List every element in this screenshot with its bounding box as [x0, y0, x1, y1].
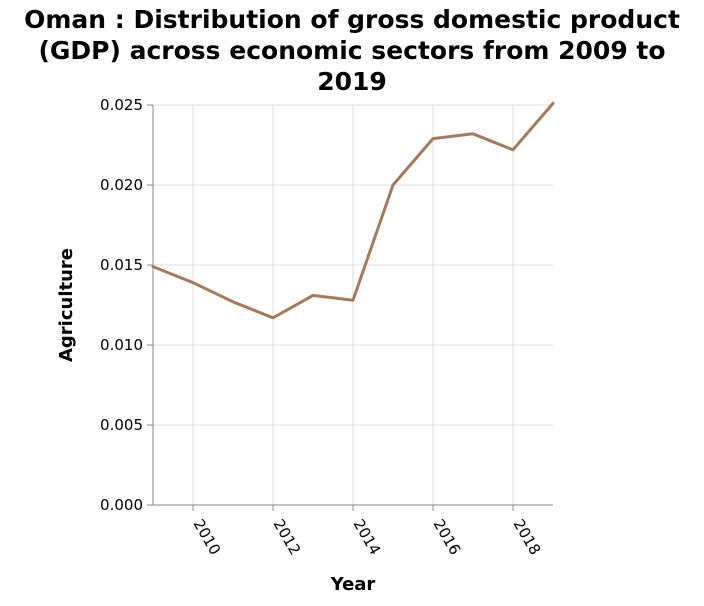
- y-axis-ticks: 0.000 0.005 0.010 0.015 0.020 0.025: [100, 96, 153, 514]
- y-tick-label: 0.015: [100, 256, 143, 274]
- x-tick-label: 2018: [510, 516, 545, 558]
- y-tick-label: 0.020: [100, 176, 143, 194]
- series-layer: [151, 101, 555, 320]
- chart-title-line-3: 2019: [317, 67, 387, 96]
- y-axis-title: Agriculture: [56, 248, 77, 362]
- x-tick-label: 2010: [190, 516, 225, 558]
- y-tick-label: 0.025: [100, 96, 143, 114]
- y-tick-label: 0.010: [100, 336, 143, 354]
- series-line: [151, 101, 555, 320]
- chart-title-line-1: Oman : Distribution of gross domestic pr…: [24, 5, 680, 34]
- chart-title: Oman : Distribution of gross domestic pr…: [0, 4, 704, 97]
- x-axis-title: Year: [330, 574, 376, 595]
- grid-lines: [153, 104, 553, 506]
- y-tick-label: 0.005: [100, 416, 143, 434]
- x-tick-label: 2012: [270, 516, 305, 558]
- chart-title-line-2: (GDP) across economic sectors from 2009 …: [38, 36, 666, 65]
- x-tick-label: 2014: [350, 516, 385, 558]
- x-axis-ticks: 2010 2012 2014 2016 2018: [190, 505, 545, 558]
- x-tick-label: 2016: [430, 516, 465, 558]
- y-tick-label: 0.000: [100, 496, 143, 514]
